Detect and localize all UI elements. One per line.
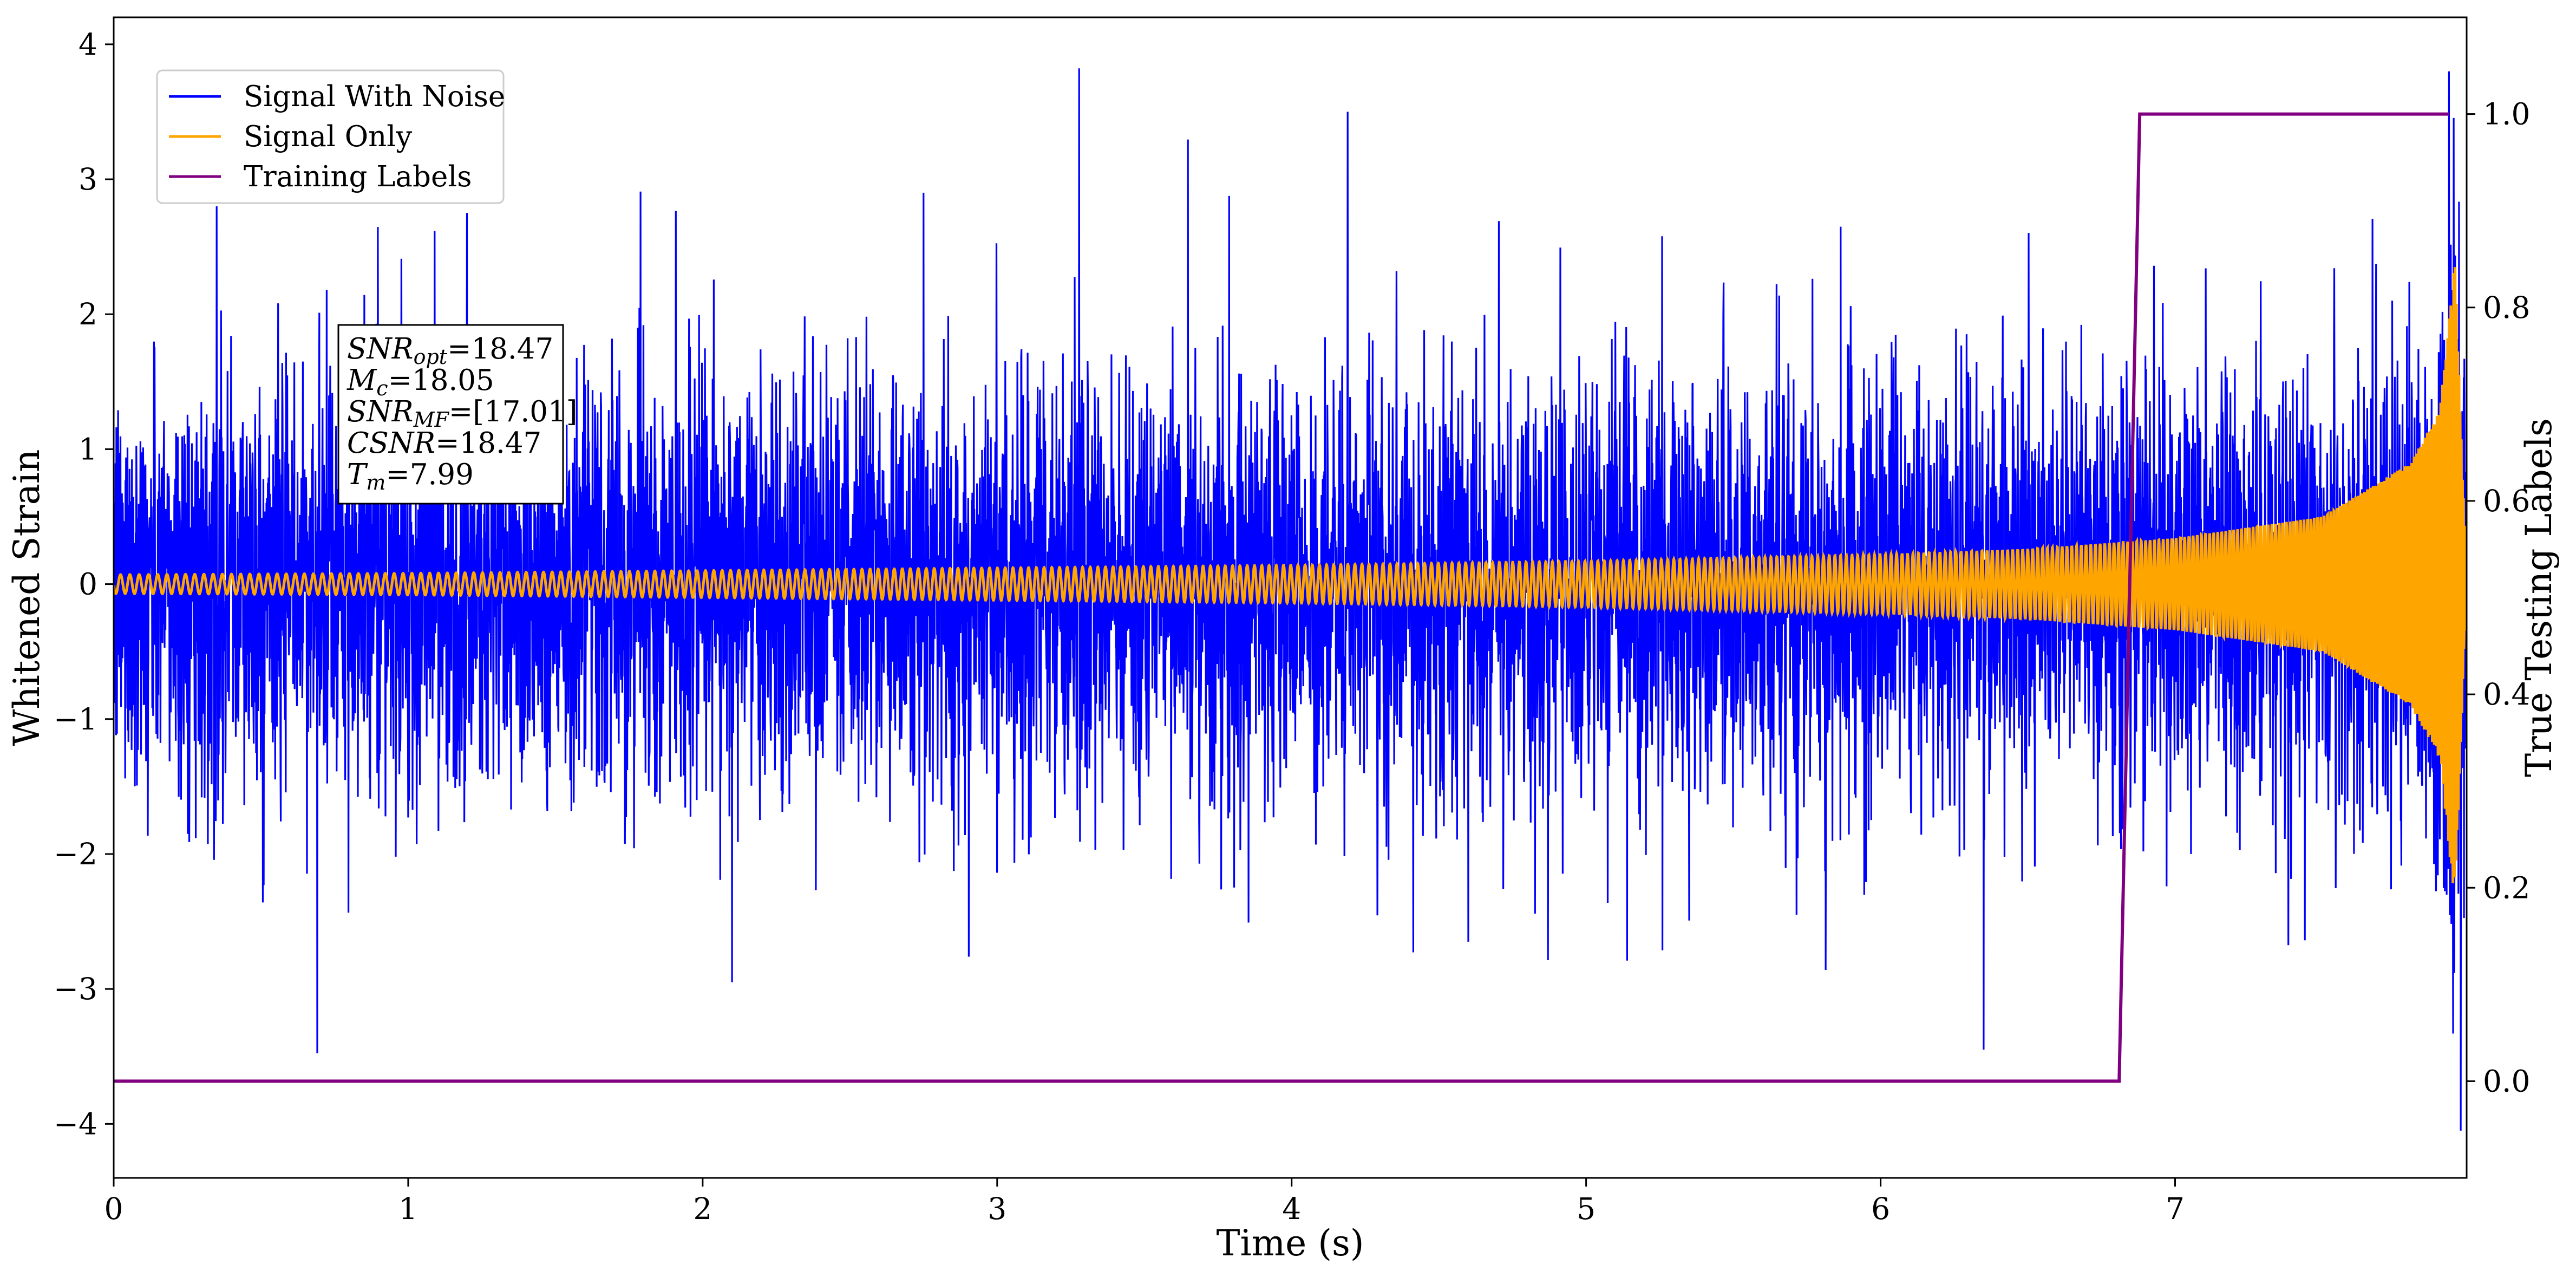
y-right-tick-label: 0.2 [2483,870,2530,905]
x-tick-label: 6 [1871,1191,1890,1226]
annotation-subscript: m [366,471,385,494]
y-tick-label: 1 [79,432,97,466]
annotation-line: Tm=7.99 [347,458,474,494]
annotation-line: CSNR=18.47 [347,427,541,460]
y-tick-label: 3 [79,162,97,197]
y-tick-label: 2 [79,297,97,331]
annotation-subscript: MF [413,408,450,432]
x-tick-label: 3 [988,1191,1006,1226]
y-right-ticks: 0.0 0.2 0.4 0.6 0.8 1.0 [2467,97,2530,1098]
x-tick-label: 2 [693,1191,712,1226]
series-line-signal-with-noise [114,68,2467,1131]
annotation-value: =18.05 [388,364,494,397]
y-right-tick-label: 0.4 [2483,677,2530,712]
annotation-subscript: opt [414,345,448,369]
y-right-axis-label: True Testing Labels [2518,418,2560,777]
annotation-box: SNRopt=18.47Mc=18.05SNRMF=[17.01]CSNR=18… [337,324,577,505]
y-tick-label: 0 [79,567,97,602]
annotation-value: =18.47 [435,427,541,460]
x-tick-label: 0 [104,1191,123,1226]
y-axis-label: Whitened Strain [6,449,48,746]
annotation-line: SNRMF=[17.01] [347,395,577,432]
legend-box [156,69,505,204]
annotation-symbol: SNR [347,395,414,428]
series-line-training-labels [114,112,2449,1083]
y-ticks: 4 3 2 1 0 −1 −2 −3 −4 [54,27,114,1141]
y-right-tick-label: 0.6 [2483,484,2530,518]
x-ticks: 0 1 2 3 4 5 6 7 [104,1178,2185,1226]
annotation-frame [337,324,564,505]
annotation-value: =7.99 [385,458,473,491]
legend: Signal With Noise Signal Only Training L… [156,69,505,204]
annotation-subscript: c [376,376,388,400]
y-tick-label: 4 [79,27,97,62]
annotation-symbol: M [346,364,377,397]
annotation-line: Mc=18.05 [346,364,494,400]
x-tick-label: 1 [398,1191,417,1226]
plot-layer [114,68,2467,1131]
y-right-tick-label: 1.0 [2483,97,2530,132]
series-line-signal-only [114,267,2467,883]
axes-frame [113,16,2468,1179]
y-tick-label: −3 [54,972,97,1006]
x-tick-label: 7 [2166,1191,2185,1226]
annotation-symbol: CSNR [347,427,435,460]
y-tick-label: −1 [54,702,97,737]
x-tick-label: 5 [1577,1191,1596,1226]
legend-label-signal: Signal Only [244,120,412,153]
y-tick-label: −4 [54,1106,97,1141]
x-tick-label: 4 [1282,1191,1301,1226]
y-tick-label: −2 [54,837,97,871]
y-right-tick-label: 0.0 [2483,1064,2530,1098]
annotation-line: SNRopt=18.47 [347,333,553,369]
legend-label-labels: Training Labels [244,160,472,193]
annotation-symbol: T [347,458,368,491]
annotation-value: =[17.01] [449,395,578,428]
legend-label-noise: Signal With Noise [244,80,505,113]
annotation-value: =18.47 [447,333,553,366]
y-right-tick-label: 0.8 [2483,290,2530,325]
annotation-symbol: SNR [347,333,414,366]
x-axis-label: Time (s) [1216,1222,1364,1264]
